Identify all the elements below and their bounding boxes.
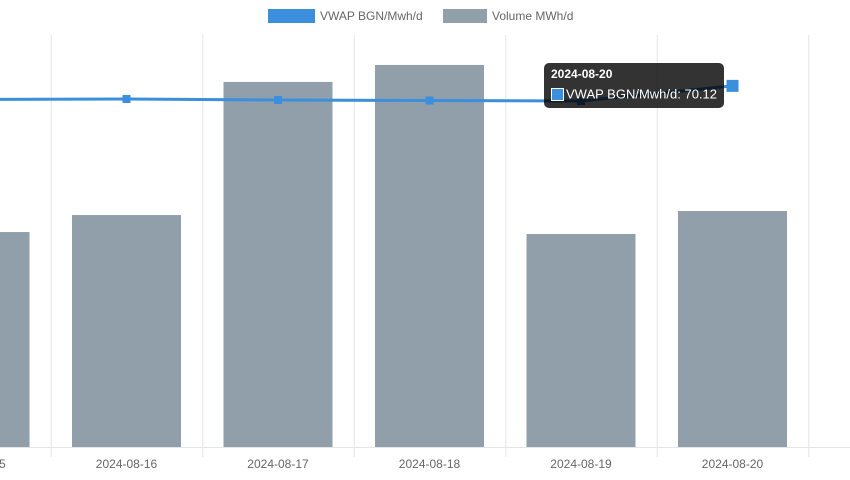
legend-label[interactable]: Volume MWh/d <box>492 9 573 23</box>
line-point[interactable] <box>425 96 434 105</box>
x-tick-label: 2024-08-16 <box>96 457 158 471</box>
tooltip-swatch <box>551 88 564 101</box>
legend: VWAP BGN/Mwh/d Volume MWh/d <box>268 9 573 23</box>
plot-area: 2024-08-15 2024-08-16 2024-08-17 2024-08-18… <box>0 35 850 471</box>
x-tick-label: 2024-08-15 <box>0 457 6 471</box>
bar[interactable] <box>0 232 30 447</box>
bar[interactable] <box>678 211 787 447</box>
x-tick-label: 2024-08-18 <box>399 457 461 471</box>
tooltip: 2024-08-20 VWAP BGN/Mwh/d: 70.12 <box>544 63 724 108</box>
bar[interactable] <box>223 81 333 447</box>
legend-swatch[interactable] <box>443 9 487 23</box>
legend-swatch[interactable] <box>268 9 315 23</box>
tooltip-text: VWAP BGN/Mwh/d: 70.12 <box>566 86 717 101</box>
bar[interactable] <box>526 233 636 447</box>
x-tick-label: 2024-08-19 <box>550 457 612 471</box>
x-tick-label: 2024-08-20 <box>702 457 764 471</box>
line-point[interactable] <box>274 95 282 104</box>
legend-label[interactable]: VWAP BGN/Mwh/d <box>320 9 423 23</box>
line-point[interactable] <box>122 95 131 104</box>
line-point[interactable] <box>726 79 739 92</box>
bar[interactable] <box>72 215 181 447</box>
x-tick-label: 2024-08-17 <box>247 457 309 471</box>
tooltip-title: 2024-08-20 <box>551 67 613 81</box>
bar[interactable] <box>375 64 484 448</box>
tooltip-box <box>544 63 724 108</box>
